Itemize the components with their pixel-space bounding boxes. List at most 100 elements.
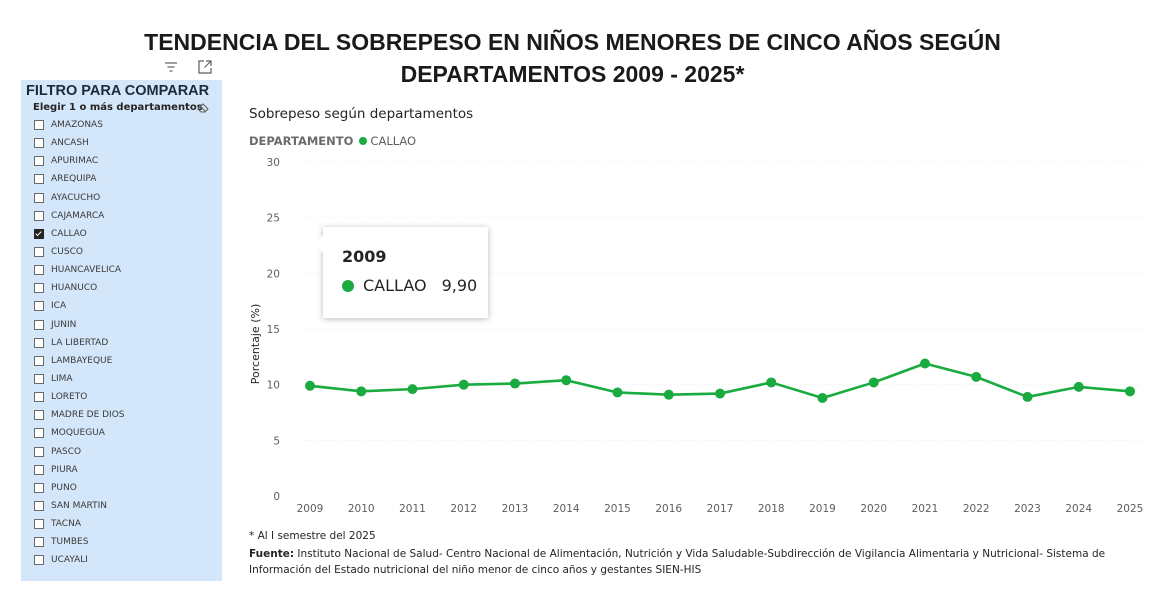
slicer-item[interactable]: SAN MARTIN [34, 497, 125, 515]
slicer-item[interactable]: AMAZONAS [34, 116, 125, 134]
slicer-item[interactable]: ICA [34, 297, 125, 315]
legend-marker [359, 137, 368, 145]
slicer-item[interactable]: JUNIN [34, 316, 125, 334]
slicer-item[interactable]: MOQUEGUA [34, 424, 125, 442]
slicer-item-label: HUANUCO [51, 283, 98, 294]
x-tick-label: 2015 [604, 503, 631, 515]
slicer-item[interactable]: TUMBES [34, 533, 125, 551]
visual-header [160, 58, 220, 76]
slicer-item[interactable]: LORETO [34, 388, 125, 406]
source-label: Fuente: [249, 548, 295, 560]
checkbox[interactable] [34, 283, 44, 294]
slicer-item[interactable]: PIURA [34, 461, 125, 479]
chart-legend: DEPARTAMENTO CALLAO [249, 134, 416, 148]
slicer-item[interactable]: APURIMAC [34, 152, 125, 170]
x-tick-label: 2022 [963, 503, 990, 515]
slicer-item[interactable]: PASCO [34, 443, 125, 461]
focus-mode-icon[interactable] [196, 58, 214, 76]
slicer-item[interactable]: LAMBAYEQUE [34, 352, 125, 370]
checkbox[interactable] [34, 337, 44, 348]
slicer-item[interactable]: CAJAMARCA [34, 207, 125, 225]
x-tick-label: 2011 [399, 503, 426, 515]
data-point [1125, 386, 1135, 397]
slicer-item[interactable]: HUANUCO [34, 279, 125, 297]
slicer-item-label: APURIMAC [51, 156, 99, 167]
eraser-icon[interactable] [196, 101, 210, 115]
checkbox[interactable] [34, 482, 44, 493]
slicer-item[interactable]: MADRE DE DIOS [34, 406, 125, 424]
slicer-item[interactable]: CALLAO [34, 225, 125, 243]
tooltip-year: 2009 [342, 247, 387, 266]
slicer-item[interactable]: AYACUCHO [34, 189, 125, 207]
x-tick-label: 2020 [860, 503, 887, 515]
checkbox[interactable] [34, 247, 44, 258]
data-point [612, 387, 623, 398]
checkbox[interactable] [34, 428, 44, 439]
x-tick-label: 2019 [809, 503, 836, 515]
footnote: * Al I semestre del 2025 [249, 530, 376, 542]
checkbox[interactable] [34, 265, 44, 276]
slicer-item-label: ICA [51, 301, 67, 312]
checkbox[interactable] [34, 519, 44, 530]
x-tick-label: 2024 [1065, 503, 1092, 515]
slicer-item[interactable]: LIMA [34, 370, 125, 388]
slicer-item-label: MADRE DE DIOS [51, 410, 125, 421]
slicer-item-label: TACNA [51, 519, 81, 530]
checkbox[interactable] [34, 138, 44, 149]
slicer-item-label: LORETO [51, 392, 88, 403]
data-point [305, 380, 315, 391]
data-point [766, 377, 777, 388]
checkbox[interactable] [34, 446, 44, 457]
slicer-item[interactable]: ANCASH [34, 134, 125, 152]
checkbox[interactable] [34, 174, 44, 185]
x-tick-label: 2017 [707, 503, 734, 515]
data-point [920, 358, 930, 369]
checkbox[interactable] [34, 120, 44, 131]
x-tick-label: 2014 [553, 503, 580, 515]
checkbox[interactable] [34, 355, 44, 366]
slicer-item[interactable]: PUNO [34, 479, 125, 497]
checkbox[interactable] [34, 537, 44, 548]
source-note: Fuente: Instituto Nacional de Salud- Cen… [249, 546, 1149, 578]
checkbox[interactable] [34, 501, 44, 512]
data-point [510, 378, 520, 389]
checkbox[interactable] [34, 156, 44, 167]
y-tick-label: 0 [273, 491, 280, 503]
data-point [1073, 381, 1084, 392]
slicer-item-label: LAMBAYEQUE [51, 355, 113, 366]
filter-lines-icon[interactable] [162, 58, 180, 76]
slicer-item-label: CUSCO [51, 247, 83, 258]
page-title-line-2: DEPARTAMENTOS 2009 - 2025* [400, 61, 745, 87]
y-tick-label: 5 [273, 435, 280, 447]
checkbox[interactable] [34, 555, 44, 566]
data-point [1022, 391, 1033, 402]
checkbox[interactable] [34, 210, 44, 221]
checkbox[interactable] [34, 464, 44, 475]
checkbox-checked[interactable] [34, 228, 44, 239]
checkbox[interactable] [34, 319, 44, 330]
data-point [817, 393, 828, 404]
checkbox[interactable] [34, 392, 44, 403]
checkbox[interactable] [34, 301, 44, 312]
slicer-item[interactable]: CUSCO [34, 243, 125, 261]
y-axis-title: Porcentaje (%) [249, 304, 262, 384]
slicer-item[interactable]: TACNA [34, 515, 125, 533]
x-tick-label: 2016 [655, 503, 682, 515]
y-tick-label: 10 [267, 380, 280, 392]
chart-tooltip: 2009 CALLAO 9,90 [314, 227, 488, 318]
y-tick-label: 15 [267, 324, 280, 336]
legend-item-label[interactable]: CALLAO [370, 134, 417, 148]
x-tick-label: 2025 [1117, 503, 1144, 515]
x-tick-label: 2010 [348, 503, 375, 515]
slicer-item[interactable]: AREQUIPA [34, 170, 125, 188]
slicer-item[interactable]: LA LIBERTAD [34, 334, 125, 352]
checkbox[interactable] [34, 192, 44, 203]
data-point [407, 384, 418, 395]
slicer-item[interactable]: UCAYALI [34, 551, 125, 569]
slicer-item-label: LA LIBERTAD [51, 337, 109, 348]
checkbox[interactable] [34, 410, 44, 421]
tooltip-value: 9,90 [441, 276, 478, 295]
checkbox[interactable] [34, 374, 44, 385]
slicer-item[interactable]: HUANCAVELICA [34, 261, 125, 279]
